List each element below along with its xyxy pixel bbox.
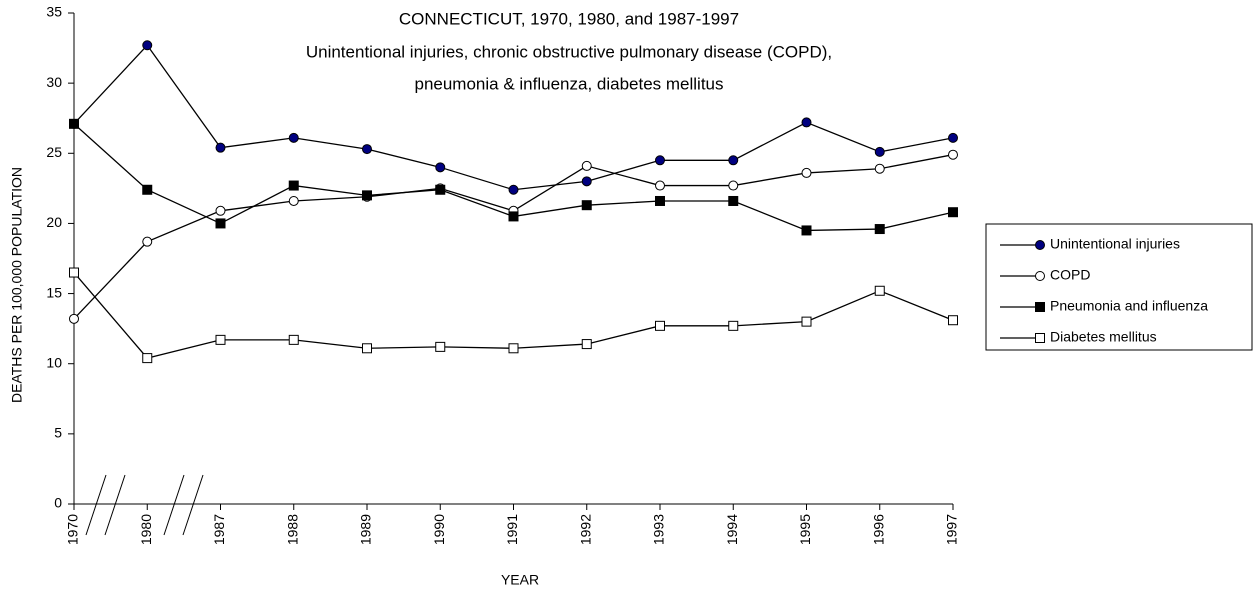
data-point xyxy=(874,163,885,174)
data-point xyxy=(215,334,226,345)
legend-marker xyxy=(1035,302,1045,312)
data-point xyxy=(948,149,958,160)
legend-marker xyxy=(1035,240,1045,250)
data-point xyxy=(728,195,739,206)
y-tick-label: 35 xyxy=(46,4,62,20)
chart-title: CONNECTICUT, 1970, 1980, and 1987-1997 xyxy=(399,9,739,28)
data-point xyxy=(728,320,739,331)
data-point xyxy=(142,353,153,364)
data-point xyxy=(874,285,885,296)
data-point xyxy=(435,341,446,352)
x-tick-label: 1991 xyxy=(504,514,520,545)
data-point xyxy=(728,155,739,166)
chart-subtitle: Unintentional injuries, chronic obstruct… xyxy=(306,42,832,61)
data-point xyxy=(215,218,226,229)
x-tick-label: 1994 xyxy=(724,514,740,545)
data-point xyxy=(874,146,885,157)
y-tick-label: 10 xyxy=(46,354,62,370)
data-point xyxy=(142,236,153,247)
data-point xyxy=(69,313,79,324)
data-point xyxy=(801,316,812,327)
y-tick-label: 15 xyxy=(46,284,62,300)
data-point xyxy=(655,155,665,166)
y-axis-label: DEATHS PER 100,000 POPULATION xyxy=(9,167,25,403)
x-tick-label: 1987 xyxy=(211,514,227,545)
data-point xyxy=(508,184,519,195)
series-line xyxy=(73,154,954,320)
x-tick-label: 1990 xyxy=(431,514,447,545)
y-tick-label: 30 xyxy=(46,74,62,90)
series-line xyxy=(73,44,954,191)
x-tick-label: 1995 xyxy=(797,514,813,545)
chart-subtitle: pneumonia & influenza, diabetes mellitus xyxy=(414,74,723,93)
y-tick-label: 20 xyxy=(46,214,62,230)
x-tick-label: 1992 xyxy=(577,514,593,545)
data-point xyxy=(69,118,79,129)
data-point xyxy=(142,184,153,195)
legend-label: COPD xyxy=(1050,267,1090,283)
data-point xyxy=(435,184,446,195)
data-point xyxy=(655,320,665,331)
data-point xyxy=(581,160,592,171)
data-point xyxy=(581,176,592,187)
x-tick-label: 1980 xyxy=(138,514,154,545)
data-point xyxy=(581,339,592,350)
data-point xyxy=(288,334,299,345)
x-tick-label: 1989 xyxy=(358,514,374,545)
legend-label: Pneumonia and influenza xyxy=(1050,298,1208,314)
data-point xyxy=(508,343,519,354)
y-tick-label: 25 xyxy=(46,144,62,160)
data-point xyxy=(142,40,153,51)
axis-breaks xyxy=(85,474,204,536)
x-tick-label: 1997 xyxy=(944,514,960,545)
data-point xyxy=(948,207,958,218)
data-point xyxy=(728,180,739,191)
x-axis-label: YEAR xyxy=(501,572,539,588)
data-point xyxy=(801,167,812,178)
legend-label: Unintentional injuries xyxy=(1050,236,1180,252)
x-tick-label: 1970 xyxy=(65,514,81,545)
data-point xyxy=(801,225,812,236)
data-point xyxy=(581,200,592,211)
data-point xyxy=(948,132,958,143)
data-point xyxy=(801,117,812,128)
data-point xyxy=(215,205,226,216)
data-point xyxy=(435,162,446,173)
legend-marker xyxy=(1035,271,1045,281)
x-tick-label: 1988 xyxy=(284,514,300,545)
data-point xyxy=(288,180,299,191)
data-point xyxy=(362,343,372,354)
x-tick-label: 1993 xyxy=(651,514,667,545)
x-tick-label: 1996 xyxy=(870,514,886,545)
legend-label: Diabetes mellitus xyxy=(1050,329,1157,345)
data-point xyxy=(655,180,665,191)
data-point xyxy=(288,132,299,143)
data-point xyxy=(288,195,299,206)
legend-marker xyxy=(1035,333,1045,343)
data-point xyxy=(362,144,372,155)
data-point xyxy=(215,142,226,153)
data-point xyxy=(69,267,79,278)
y-tick-label: 0 xyxy=(54,495,62,511)
data-point xyxy=(874,224,885,235)
data-point xyxy=(362,190,372,201)
data-point xyxy=(508,211,519,222)
data-point xyxy=(655,195,665,206)
y-tick-label: 5 xyxy=(54,425,62,441)
data-point xyxy=(948,315,958,326)
